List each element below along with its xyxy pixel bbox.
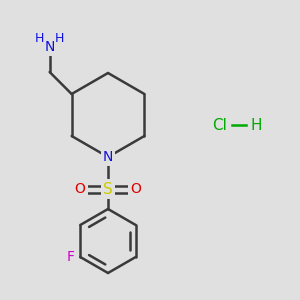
- Text: O: O: [75, 182, 86, 196]
- Text: H: H: [55, 32, 64, 46]
- Text: O: O: [130, 182, 141, 196]
- Text: N: N: [103, 150, 113, 164]
- Text: H: H: [35, 32, 44, 46]
- Text: S: S: [103, 182, 113, 196]
- Text: Cl: Cl: [213, 118, 227, 133]
- Text: F: F: [66, 250, 74, 264]
- Text: H: H: [250, 118, 262, 133]
- Text: N: N: [44, 40, 55, 54]
